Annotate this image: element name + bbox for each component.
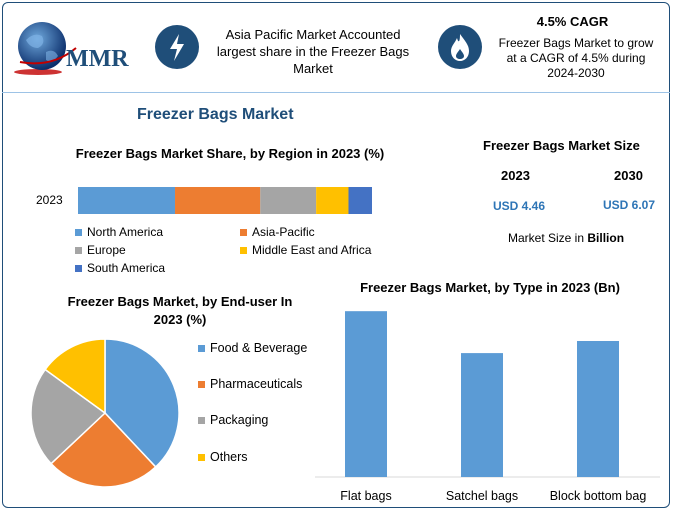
legend-swatch (240, 246, 247, 254)
legend-swatch (198, 453, 205, 461)
enduser-legend-item-packaging: Packaging (198, 413, 268, 427)
region-legend-item-europe: Europe (75, 243, 126, 257)
pie-slice-packaging (30, 368, 107, 465)
legend-label: Pharmaceuticals (210, 377, 303, 391)
type-tick-label-flat-bags: Flat bags (340, 489, 391, 503)
pie-slice-others (44, 338, 106, 415)
region-segment-asia-pacific (175, 187, 261, 214)
region-segment-south-america (348, 187, 372, 214)
legend-label: Asia-Pacific (252, 225, 315, 239)
legend-label: North America (87, 225, 164, 239)
enduser-pie-chart (30, 338, 180, 488)
market-size-value-2030: USD 6.07 (603, 198, 656, 212)
type-chart-title: Freezer Bags Market, by Type in 2023 (Bn… (360, 280, 620, 295)
type-bar-flat-bags (345, 311, 387, 477)
lightning-icon (155, 25, 199, 69)
type-tick-label-block-bottom-bag: Block bottom bag (550, 489, 647, 503)
globe-icon (14, 22, 77, 75)
mmr-logo: MMR (12, 18, 140, 78)
legend-label: Packaging (210, 413, 269, 427)
legend-swatch (198, 344, 205, 352)
pie-slice-pharmaceuticals (49, 411, 157, 488)
region-stacked-bar-chart (78, 187, 372, 214)
type-bar-block-bottom-bag (577, 340, 619, 477)
region-legend-item-middle-east-and-africa: Middle East and Africa (240, 243, 371, 257)
legend-swatch (75, 228, 82, 236)
market-size-unit: Market Size in Billion (508, 231, 624, 245)
market-size-title: Freezer Bags Market Size (483, 138, 640, 153)
legend-swatch (75, 246, 82, 254)
market-size-unit-prefix: Market Size in (508, 231, 588, 245)
type-bar-chart: Flat bags Satchel bags Block bottom bag (315, 311, 660, 503)
legend-label: Food & Beverage (210, 341, 308, 355)
market-size-year-2030: 2030 (614, 168, 643, 183)
pie-slice-food-and-beverage (104, 338, 180, 469)
type-tick-label-satchel-bags: Satchel bags (446, 489, 518, 503)
legend-swatch (240, 228, 247, 236)
header-divider (2, 92, 670, 93)
region-legend-item-south-america: South America (75, 261, 165, 275)
enduser-chart-title: Freezer Bags Market, by End-user In 2023… (67, 294, 293, 327)
legend-label: Europe (87, 243, 126, 257)
type-bar-satchel-bags (461, 353, 503, 477)
market-size-value-2023: USD 4.46 (493, 199, 546, 213)
legend-swatch (75, 264, 82, 272)
region-legend-item-asia-pacific: Asia-Pacific (240, 225, 315, 239)
region-segment-middle-east-and-africa (316, 187, 349, 214)
share-highlight-text: Asia Pacific Market Accounted largest sh… (216, 27, 410, 76)
region-segment-north-america (78, 187, 176, 214)
enduser-legend-item-pharmaceuticals: Pharmaceuticals (198, 377, 302, 391)
cagr-text: Freezer Bags Market to grow at a CAGR of… (498, 36, 654, 80)
legend-swatch (198, 416, 205, 424)
legend-swatch (198, 380, 205, 388)
region-segment-europe (260, 187, 317, 214)
region-year-label: 2023 (36, 193, 63, 207)
cagr-title: 4.5% CAGR (536, 14, 609, 29)
enduser-legend-item-food-and-beverage: Food & Beverage (198, 341, 307, 355)
logo-text: MMR (66, 46, 129, 72)
infographic-frame (2, 2, 670, 508)
legend-label: Others (210, 450, 248, 464)
market-size-year-2023: 2023 (501, 168, 530, 183)
flame-icon (438, 25, 482, 69)
market-size-unit-bold: Billion (587, 231, 625, 245)
legend-label: South America (87, 261, 166, 275)
region-chart-title: Freezer Bags Market Share, by Region in … (75, 146, 385, 161)
legend-label: Middle East and Africa (252, 243, 372, 257)
main-title: Freezer Bags Market (137, 106, 294, 123)
region-legend-item-north-america: North America (75, 225, 163, 239)
enduser-legend-item-others: Others (198, 450, 248, 464)
